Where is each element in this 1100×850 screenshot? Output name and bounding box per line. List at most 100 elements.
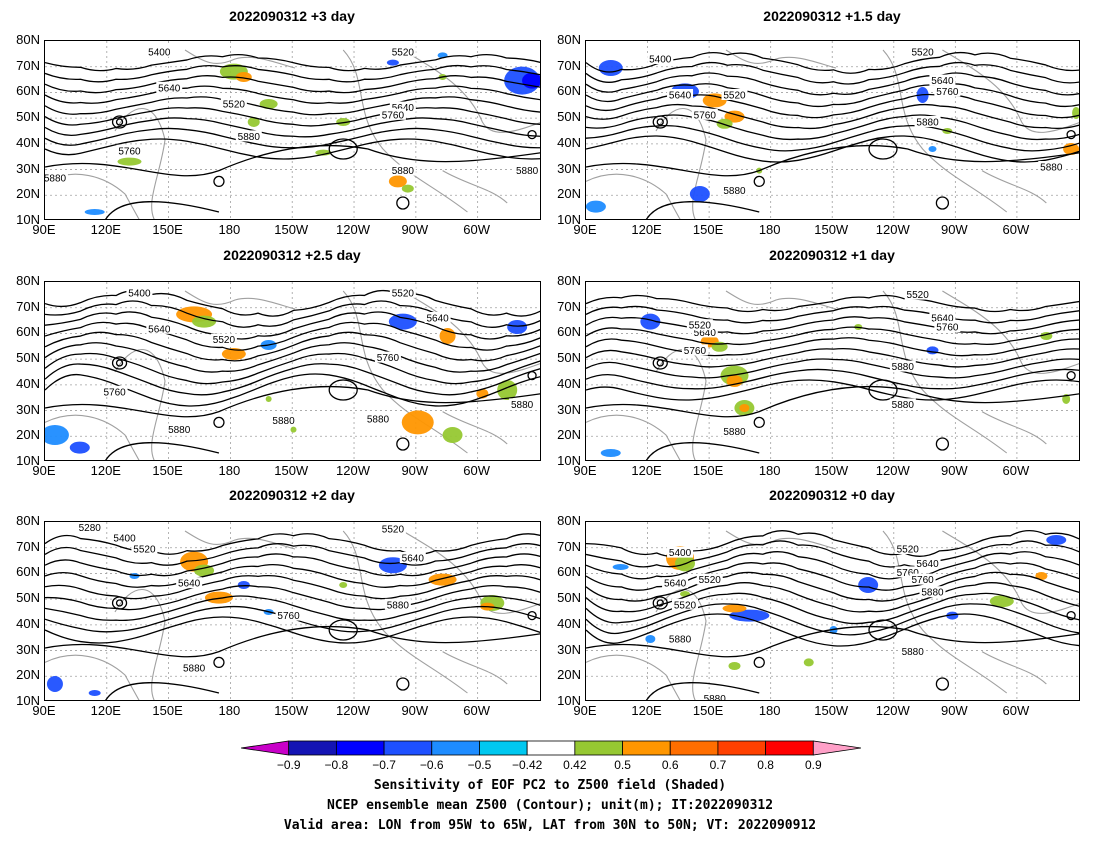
contour-label-bg [909,573,936,585]
closed-contour [753,175,765,188]
z500-contour [586,603,1079,636]
sensitivity-shade [1035,572,1048,580]
z500-contour [586,124,1079,152]
lon-tick-label: 120E [90,222,121,237]
contour-label-bg [235,130,262,142]
closed-contour [656,359,664,367]
lon-tick-label: 90W [940,463,968,478]
lat-tick-label: 30N [557,641,581,657]
panel-title: 2022090312 +1 day [769,247,895,263]
z500-contour [646,201,760,219]
z500-contour [586,114,1079,141]
colorbar-tick-label: 0.5 [614,758,631,772]
lon-tick-label: 150W [814,463,849,478]
contour-label: 5760 [936,87,959,98]
coastline [981,651,1047,685]
colorbar-tick-label: −0.7 [372,758,396,772]
lon-tick-label: 90W [940,703,968,718]
colorbar-swatch [479,740,528,756]
lat-tick-label: 60N [557,83,581,99]
lon-tick-label: 150E [152,703,183,718]
contour-label-bg [146,322,173,334]
closed-contour [652,115,668,129]
contour-label-bg [1038,161,1065,172]
contour-label-bg [721,425,748,437]
closed-contour [868,379,898,401]
contour-label: 5760 [911,575,934,586]
closed-contour [396,196,410,210]
lat-tick-label: 40N [557,615,581,631]
lon-tick-label: 150W [274,703,309,718]
contour-label: 5520 [897,545,920,556]
contour-label-bg [379,108,406,120]
sensitivity-shade [507,320,528,334]
z500-contour [45,385,540,418]
sensitivity-shade [722,604,747,613]
contour-label-bg [45,171,68,183]
lon-tick-label: 150W [814,703,849,718]
lon-tick-label: 150W [274,463,309,478]
lat-tick-label: 30N [16,641,40,657]
contour-label-bg [364,412,391,424]
z500-contour [45,127,540,149]
coastline [45,654,140,700]
z500-contour [45,311,540,340]
sensitivity-shade [586,200,606,213]
colorbar-tick-label: 0.42 [563,758,587,772]
lat-tick-label: 50N [16,350,40,366]
contour-label: 5760 [684,346,707,357]
sensitivity-shade [336,118,351,126]
lon-tick-label: 120W [875,222,910,237]
coastline [586,414,681,460]
contour-label-bg [894,566,921,578]
lon-tick-label: 90E [32,222,56,237]
contour-label: 5520 [133,545,156,556]
contour-label-bg [904,288,931,300]
sensitivity-shade [739,404,750,412]
colorbar-swatch [622,740,671,756]
coastline [184,290,296,310]
z500-contour [586,135,1079,163]
contour-label-bg [686,319,713,331]
lat-tick-label: 80N [16,513,40,528]
lat-tick-label: 30N [557,160,581,176]
colorbar-swatch [812,740,861,756]
lon-tick-label: 120E [631,222,662,237]
z500-contour [586,83,1079,108]
lat-tick-label: 50N [16,590,40,606]
contour-label-bg [131,543,158,554]
lat-tick-label: 10N [557,693,581,708]
z500-contour [105,682,220,700]
sensitivity-shade [401,410,434,435]
contour-label-bg [270,414,297,426]
sensitivity-shade [640,313,661,330]
lon-tick-label: 150W [814,222,849,237]
closed-contour [935,437,950,451]
contour-label: 5400 [669,548,692,559]
sensitivity-shade [728,662,741,670]
sensitivity-shade [388,313,417,330]
z500-contour [586,103,1079,130]
contour-label-bg [672,598,698,610]
colorbar-swatch [431,740,480,756]
panel-title: 2022090312 +2.5 day [223,247,361,263]
sensitivity-shade [388,175,407,188]
closed-contour [1066,370,1076,381]
coastline [442,411,508,445]
contour-label: 5520 [911,47,934,58]
closed-contour [328,138,358,160]
contour-label-bg [667,89,694,100]
lat-tick-label: 60N [557,564,581,580]
lat-tick-label: 40N [557,375,581,391]
lon-tick-label: 150E [152,222,183,237]
z500-contour [586,551,1079,580]
panel-title: 2022090312 +3 day [229,8,355,24]
contour-label: 5640 [178,579,201,590]
lon-tick-label: 120W [336,222,371,237]
z500-contour [45,595,540,621]
z500-contour [586,93,1079,119]
contour-label-bg [914,557,941,569]
colorbar [241,740,861,756]
coastline [342,49,468,213]
sensitivity-shade [600,449,621,457]
